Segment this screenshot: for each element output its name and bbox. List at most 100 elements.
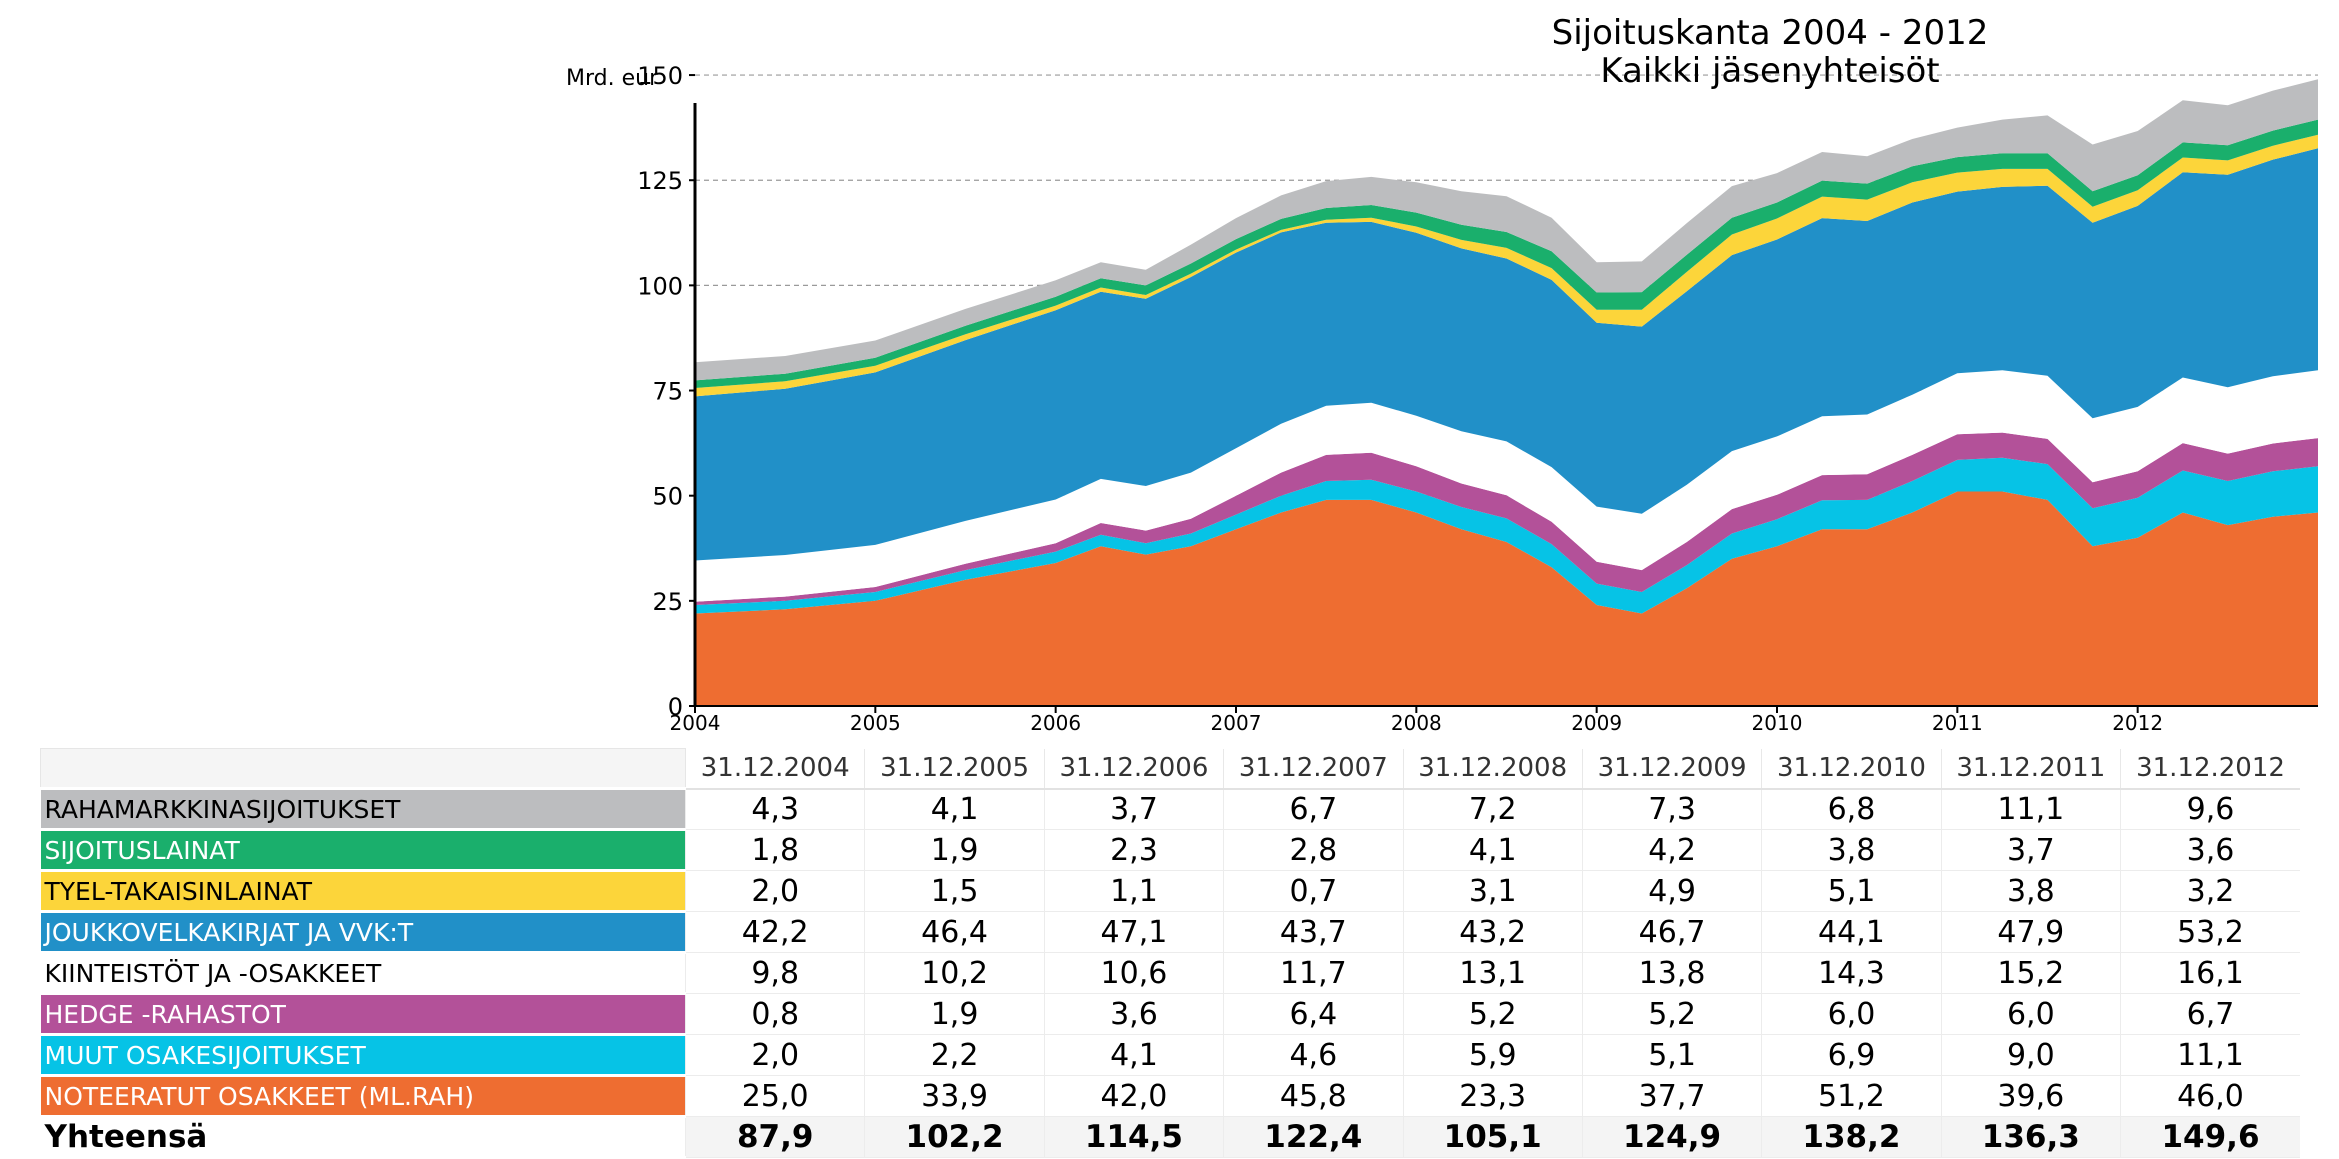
x-tick-label: 2006	[1030, 711, 1081, 735]
value-cell: 1,9	[864, 829, 1045, 871]
value-cell: 124,9	[1581, 1116, 1762, 1158]
table-row: HEDGE -RAHASTOT 0,8 1,9 3,6 6,4 5,2 5,2 6,0 6,0 6…	[40, 992, 2300, 1036]
row-label: TYEL-TAKAISINLAINAT	[40, 869, 686, 913]
value-cell: 33,9	[864, 1075, 1045, 1117]
column-header: 31.12.2008	[1402, 748, 1583, 790]
x-tick-label: 2011	[1932, 711, 1983, 735]
column-header: 31.12.2005	[864, 748, 1045, 790]
value-cell: 3,6	[2120, 829, 2300, 871]
value-cell: 5,2	[1402, 993, 1583, 1035]
area-tyel-takaisinlainat	[695, 134, 2318, 397]
x-tick-label: 2008	[1391, 711, 1442, 735]
value-cell: 4,1	[864, 788, 1045, 830]
value-cell: 4,9	[1581, 870, 1762, 912]
chart-svg: 0 25 50 75 100 125 150 2004 2005 2006 2007 2008 2009…	[637, 62, 2318, 735]
value-cell: 23,3	[1402, 1075, 1583, 1117]
stacked-areas	[695, 79, 2318, 706]
value-cell: 39,6	[1940, 1075, 2121, 1117]
value-cell: 9,8	[684, 952, 865, 994]
area-kiinteist-t-ja-osakkeet	[695, 370, 2318, 602]
chart-subtitle: Kaikki jäsenyhteisöt	[1600, 51, 1940, 91]
x-tick-label: 2009	[1571, 711, 1622, 735]
value-cell: 47,9	[1940, 911, 2121, 953]
table-header-row: 31.12.2004 31.12.2005 31.12.2006 31.12.2007…	[40, 748, 2300, 790]
value-cell: 42,2	[684, 911, 865, 953]
y-tick-label: 125	[637, 167, 683, 195]
value-cell: 5,9	[1402, 1034, 1583, 1076]
value-cell: 2,2	[864, 1034, 1045, 1076]
value-cell: 6,7	[2120, 993, 2300, 1035]
area-joukkovelkakirjat-ja-vvk-t	[695, 148, 2318, 561]
x-tick-label: 2004	[670, 711, 721, 735]
value-cell: 15,2	[1940, 952, 2121, 994]
value-cell: 42,0	[1043, 1075, 1224, 1117]
column-header: 31.12.2012	[2120, 748, 2300, 790]
value-cell: 3,2	[2120, 870, 2300, 912]
value-cell: 1,5	[864, 870, 1045, 912]
table-row: RAHAMARKKINASIJOITUKSET 4,3 4,1 3,7 6,7 7,2 7,…	[40, 787, 2300, 831]
value-cell: 5,1	[1761, 870, 1942, 912]
value-cell: 11,1	[2120, 1034, 2300, 1076]
value-cell: 43,7	[1223, 911, 1403, 953]
value-cell: 9,0	[1940, 1034, 2121, 1076]
area-hedge-rahastot	[695, 432, 2318, 605]
value-cell: 122,4	[1223, 1116, 1403, 1158]
x-tick-label: 2005	[850, 711, 901, 735]
value-cell: 11,1	[1940, 788, 2121, 830]
value-cell: 149,6	[2120, 1116, 2300, 1158]
y-axis-unit: Mrd. eur	[566, 66, 659, 91]
row-label: JOUKKOVELKAKIRJAT JA VVK:T	[40, 910, 686, 954]
value-cell: 87,9	[684, 1116, 865, 1158]
row-label: NOTEERATUT OSAKKEET (ML.RAH)	[40, 1074, 686, 1118]
y-tick-label: 25	[652, 588, 683, 616]
value-cell: 13,1	[1402, 952, 1583, 994]
value-cell: 51,2	[1761, 1075, 1942, 1117]
value-cell: 7,3	[1581, 788, 1762, 830]
table-row: TYEL-TAKAISINLAINAT 2,0 1,5 1,1 0,7 3,1 4,9 5,1…	[40, 869, 2300, 913]
y-tick-label: 100	[637, 272, 683, 300]
value-cell: 4,3	[684, 788, 865, 830]
value-cell: 2,8	[1223, 829, 1403, 871]
value-cell: 3,7	[1940, 829, 2121, 871]
value-cell: 10,6	[1043, 952, 1224, 994]
row-label: MUUT OSAKESIJOITUKSET	[40, 1033, 686, 1077]
area-sijoituslainat	[695, 119, 2318, 388]
value-cell: 5,1	[1581, 1034, 1762, 1076]
y-tick-label: 150	[637, 62, 683, 90]
value-cell: 3,6	[1043, 993, 1224, 1035]
value-cell: 11,7	[1223, 952, 1403, 994]
value-cell: 4,2	[1581, 829, 1762, 871]
value-cell: 43,2	[1402, 911, 1583, 953]
value-cell: 6,7	[1223, 788, 1403, 830]
table-row: KIINTEISTÖT JA -OSAKKEET 9,8 10,2 10,6 11,7 1…	[40, 951, 2300, 995]
value-cell: 6,8	[1761, 788, 1942, 830]
value-cell: 102,2	[864, 1116, 1045, 1158]
row-label: KIINTEISTÖT JA -OSAKKEET	[40, 951, 686, 995]
value-cell: 3,8	[1940, 870, 2121, 912]
table-row: NOTEERATUT OSAKKEET (ML.RAH) 25,0 33,9 42,0…	[40, 1074, 2300, 1118]
value-cell: 3,7	[1043, 788, 1224, 830]
area-noteeratut-osakkeet-ml-rah-	[695, 491, 2318, 706]
value-cell: 4,1	[1402, 829, 1583, 871]
y-tick-label: 0	[668, 693, 683, 721]
column-header: 31.12.2010	[1761, 748, 1942, 790]
y-tick-label: 75	[652, 378, 683, 406]
value-cell: 6,4	[1223, 993, 1403, 1035]
value-cell: 14,3	[1761, 952, 1942, 994]
value-cell: 4,6	[1223, 1034, 1403, 1076]
value-cell: 46,0	[2120, 1075, 2300, 1117]
value-cell: 46,4	[864, 911, 1045, 953]
value-cell: 25,0	[684, 1075, 865, 1117]
area-muut-osakesijoitukset	[695, 457, 2318, 614]
value-cell: 1,9	[864, 993, 1045, 1035]
value-cell: 5,2	[1581, 993, 1762, 1035]
value-cell: 3,8	[1761, 829, 1942, 871]
value-cell: 13,8	[1581, 952, 1762, 994]
table-row: SIJOITUSLAINAT 1,8 1,9 2,3 2,8 4,1 4,2 3,8 3,7 3,…	[40, 828, 2300, 872]
value-cell: 138,2	[1761, 1116, 1942, 1158]
value-cell: 47,1	[1043, 911, 1224, 953]
value-cell: 0,7	[1223, 870, 1403, 912]
value-cell: 16,1	[2120, 952, 2300, 994]
column-header: 31.12.2007	[1223, 748, 1403, 790]
row-label: HEDGE -RAHASTOT	[40, 992, 686, 1036]
